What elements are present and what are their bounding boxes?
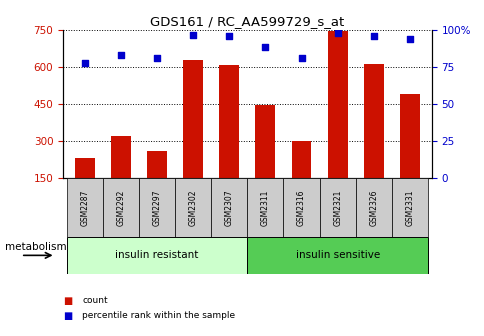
Point [117, 53, 124, 58]
Text: GSM2297: GSM2297 [152, 189, 161, 226]
Bar [247, 237, 427, 274]
Bar [327, 32, 347, 215]
Point [261, 44, 269, 49]
Title: GDS161 / RC_AA599729_s_at: GDS161 / RC_AA599729_s_at [150, 15, 344, 28]
Text: GSM2331: GSM2331 [405, 189, 414, 226]
Text: count: count [82, 296, 108, 305]
Text: GSM2287: GSM2287 [80, 189, 89, 226]
Text: ■: ■ [63, 311, 72, 321]
Point [297, 56, 305, 61]
Bar [75, 158, 94, 215]
Bar [111, 136, 131, 215]
Text: GSM2302: GSM2302 [188, 189, 197, 226]
Bar [363, 64, 383, 215]
Bar [147, 152, 166, 215]
Text: GSM2316: GSM2316 [296, 189, 305, 226]
Text: GSM2292: GSM2292 [116, 189, 125, 226]
Point [405, 36, 413, 42]
Text: percentile rank within the sample: percentile rank within the sample [82, 311, 235, 320]
Text: GSM2311: GSM2311 [260, 189, 270, 226]
Point [81, 60, 89, 66]
Bar [247, 178, 283, 237]
Bar [66, 237, 247, 274]
Bar [283, 178, 319, 237]
Bar [211, 178, 247, 237]
Bar [66, 178, 103, 237]
Bar [103, 178, 138, 237]
Bar [183, 60, 203, 215]
Bar [255, 104, 275, 215]
Point [153, 56, 161, 61]
Point [369, 34, 377, 39]
Text: insulin resistant: insulin resistant [115, 250, 198, 260]
Bar [391, 178, 427, 237]
Text: ■: ■ [63, 296, 72, 306]
Bar [319, 178, 355, 237]
Bar [219, 65, 239, 215]
Bar [399, 94, 419, 215]
Text: GSM2321: GSM2321 [333, 189, 342, 226]
Text: GSM2307: GSM2307 [224, 189, 233, 226]
Bar [355, 178, 391, 237]
Point [189, 32, 197, 37]
Bar [138, 178, 175, 237]
Bar [175, 178, 211, 237]
Point [225, 34, 233, 39]
Bar [291, 141, 311, 215]
Text: GSM2326: GSM2326 [369, 189, 378, 226]
Point [333, 31, 341, 36]
Text: insulin sensitive: insulin sensitive [295, 250, 379, 260]
Text: metabolism: metabolism [5, 242, 66, 252]
